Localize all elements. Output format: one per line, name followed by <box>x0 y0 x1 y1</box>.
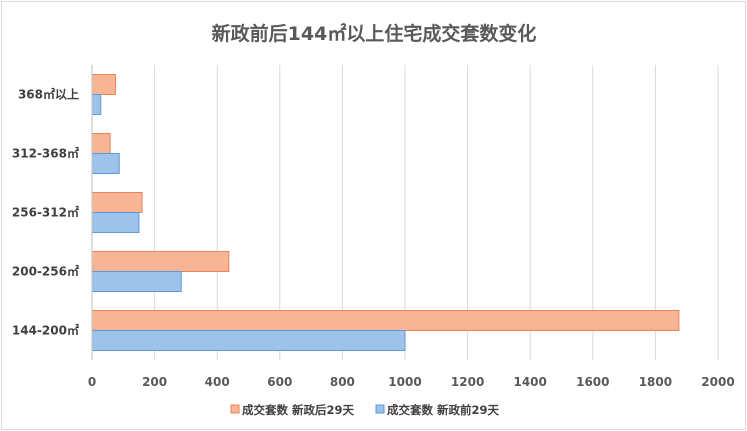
x-tick-label: 1200 <box>451 375 484 389</box>
gridlines <box>154 65 719 360</box>
category-label: 200-256㎡ <box>12 264 79 279</box>
bar-after-5 <box>91 74 116 95</box>
x-tick-label: 200 <box>142 375 167 389</box>
x-tick-label: 1600 <box>576 375 609 389</box>
category-label: 312-368㎡ <box>12 146 79 161</box>
x-tick-label: 1400 <box>513 375 546 389</box>
x-tick-label: 1800 <box>639 375 672 389</box>
bars <box>91 74 680 351</box>
bar-after-2 <box>91 251 230 272</box>
bar-after-1 <box>91 310 680 331</box>
legend-swatch <box>375 404 385 414</box>
legend: 成交套数 新政后29天 成交套数 新政前29天 <box>230 403 500 417</box>
bar-after-3 <box>91 192 143 213</box>
x-tick-label: 400 <box>205 375 230 389</box>
category-label: 256-312㎡ <box>12 205 79 220</box>
legend-label: 成交套数 新政后29天 <box>242 403 355 417</box>
x-tick-label: 1000 <box>388 375 421 389</box>
bar-before-5 <box>91 94 102 115</box>
x-axis-tick-labels: 0 200 400 600 800 1000 1200 1400 1600 1800 2000 <box>88 375 735 389</box>
bar-before-4 <box>91 153 120 174</box>
x-tick-label: 2000 <box>701 375 734 389</box>
x-tick-label: 0 <box>88 375 96 389</box>
bar-before-1 <box>91 330 406 351</box>
category-label: 144-200㎡ <box>12 323 79 338</box>
x-tick-label: 800 <box>330 375 355 389</box>
bar-before-3 <box>91 212 140 233</box>
chart-title: 新政前后144㎡以上住宅成交套数变化 <box>212 22 537 45</box>
category-label: 368㎡以上 <box>18 87 79 102</box>
category-labels: 144-200㎡ 200-256㎡ 256-312㎡ 312-368㎡ 368㎡以上 <box>12 87 79 338</box>
bar-after-4 <box>91 133 111 154</box>
legend-swatch <box>230 404 240 414</box>
x-tick-label: 600 <box>267 375 292 389</box>
bar-before-2 <box>91 271 182 292</box>
legend-label: 成交套数 新政前29天 <box>387 403 500 417</box>
